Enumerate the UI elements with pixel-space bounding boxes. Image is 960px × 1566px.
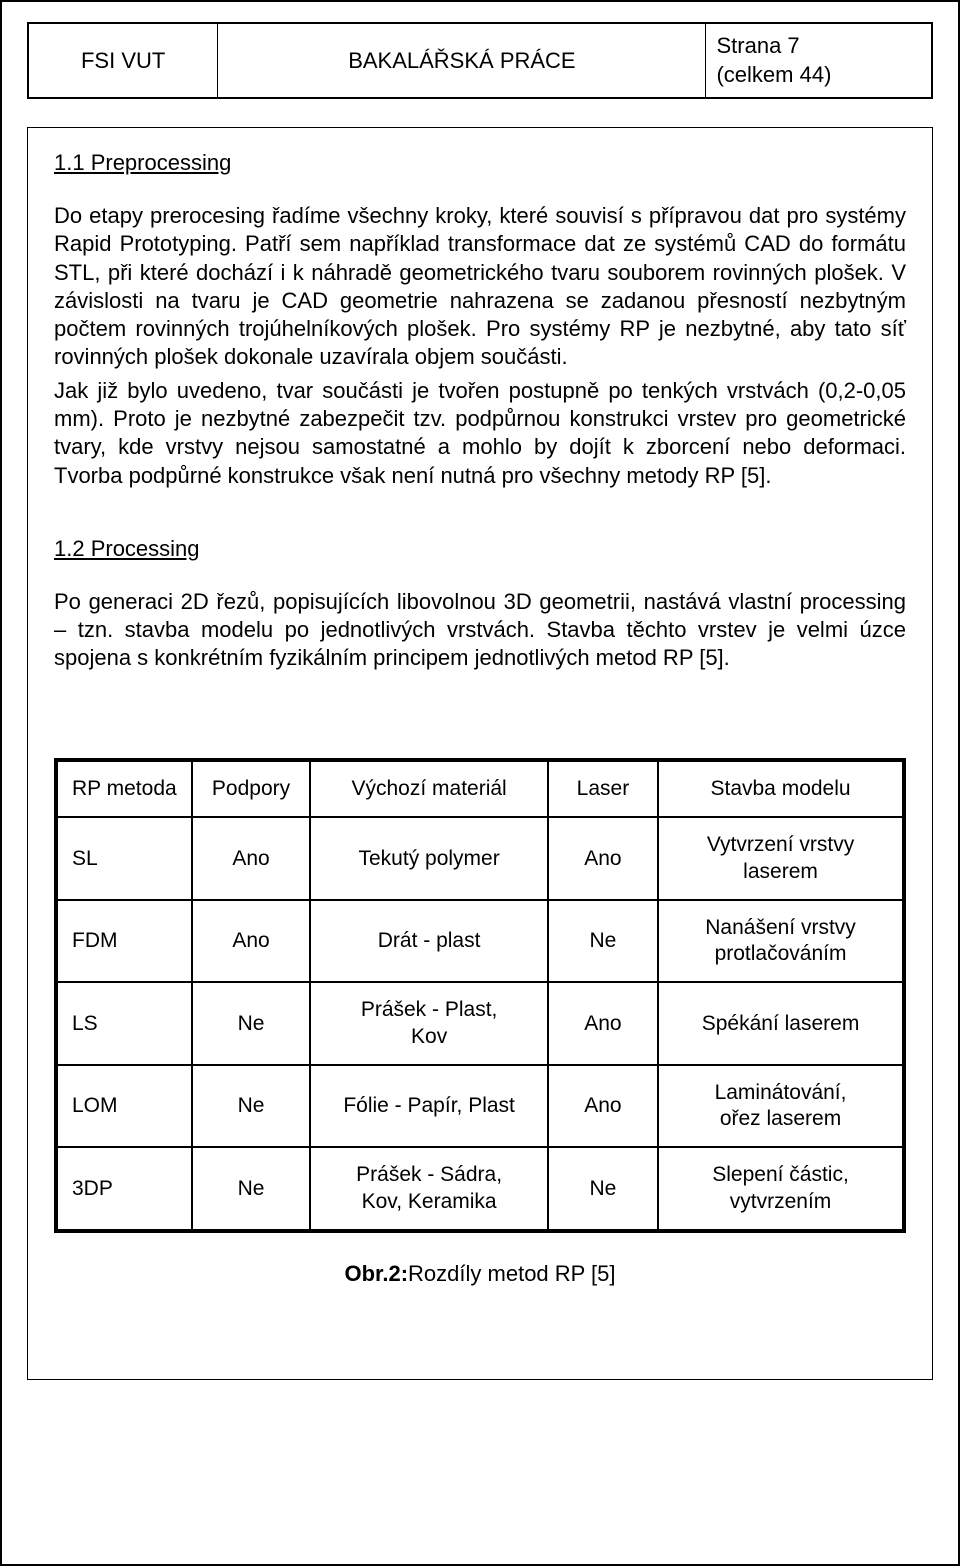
table-cell: Ne	[192, 1065, 311, 1148]
table-row: 3DPNePrášek - Sádra,Kov, KeramikaNeSlepe…	[56, 1147, 904, 1231]
header-page-total: (celkem 44)	[716, 62, 831, 87]
table-header-row: RP metoda Podpory Výchozí materiál Laser…	[56, 760, 904, 817]
table-cell: Laminátování,ořez laserem	[658, 1065, 904, 1148]
table-cell: Nanášení vrstvyprotlačováním	[658, 900, 904, 983]
caption-label: Obr.2:	[344, 1261, 408, 1286]
header-center: BAKALÁŘSKÁ PRÁCE	[218, 23, 706, 98]
table-cell: Ano	[548, 817, 658, 900]
th-build: Stavba modelu	[658, 760, 904, 817]
table-cell: Prášek - Sádra,Kov, Keramika	[310, 1147, 547, 1231]
table-cell: Ano	[192, 817, 311, 900]
table-cell: SL	[56, 817, 192, 900]
th-method: RP metoda	[56, 760, 192, 817]
table-cell: Slepení částic,vytvrzením	[658, 1147, 904, 1231]
table-cell: Ne	[548, 1147, 658, 1231]
table-cell: LOM	[56, 1065, 192, 1148]
table-cell: Ne	[192, 1147, 311, 1231]
section-1-para-1: Do etapy prerocesing řadíme všechny krok…	[54, 202, 906, 371]
page: FSI VUT BAKALÁŘSKÁ PRÁCE Strana 7 (celke…	[0, 0, 960, 1566]
table-row: LSNePrášek - Plast,KovAnoSpékání laserem	[56, 982, 904, 1065]
table-cell: Ano	[548, 1065, 658, 1148]
section-1-para-2: Jak již bylo uvedeno, tvar součásti je t…	[54, 377, 906, 490]
section-2-para-1: Po generaci 2D řezů, popisujících libovo…	[54, 588, 906, 672]
table-cell: Vytvrzení vrstvylaserem	[658, 817, 904, 900]
table-cell: Fólie - Papír, Plast	[310, 1065, 547, 1148]
table-body: SLAnoTekutý polymerAnoVytvrzení vrstvyla…	[56, 817, 904, 1231]
section-1-title: 1.1 Preprocessing	[54, 150, 906, 176]
table-cell: Prášek - Plast,Kov	[310, 982, 547, 1065]
table-cell: Ano	[192, 900, 311, 983]
table-cell: Ne	[548, 900, 658, 983]
table-cell: FDM	[56, 900, 192, 983]
header-page-num: Strana 7	[716, 33, 799, 58]
th-laser: Laser	[548, 760, 658, 817]
figure-caption: Obr.2:Rozdíly metod RP [5]	[54, 1261, 906, 1287]
table-row: SLAnoTekutý polymerAnoVytvrzení vrstvyla…	[56, 817, 904, 900]
rp-methods-table: RP metoda Podpory Výchozí materiál Laser…	[54, 758, 906, 1233]
section-2-title: 1.2 Processing	[54, 536, 906, 562]
page-header: FSI VUT BAKALÁŘSKÁ PRÁCE Strana 7 (celke…	[27, 22, 933, 99]
table-cell: Spékání laserem	[658, 982, 904, 1065]
table-cell: Tekutý polymer	[310, 817, 547, 900]
th-material: Výchozí materiál	[310, 760, 547, 817]
th-supports: Podpory	[192, 760, 311, 817]
table-cell: 3DP	[56, 1147, 192, 1231]
content-frame: 1.1 Preprocessing Do etapy prerocesing ř…	[27, 127, 933, 1380]
table-row: FDMAnoDrát - plastNeNanášení vrstvyprotl…	[56, 900, 904, 983]
table-cell: LS	[56, 982, 192, 1065]
table-cell: Ano	[548, 982, 658, 1065]
header-right: Strana 7 (celkem 44)	[706, 23, 932, 98]
table-row: LOMNeFólie - Papír, PlastAnoLaminátování…	[56, 1065, 904, 1148]
table-cell: Drát - plast	[310, 900, 547, 983]
table-cell: Ne	[192, 982, 311, 1065]
caption-text: Rozdíly metod RP [5]	[408, 1261, 615, 1286]
header-left: FSI VUT	[28, 23, 218, 98]
